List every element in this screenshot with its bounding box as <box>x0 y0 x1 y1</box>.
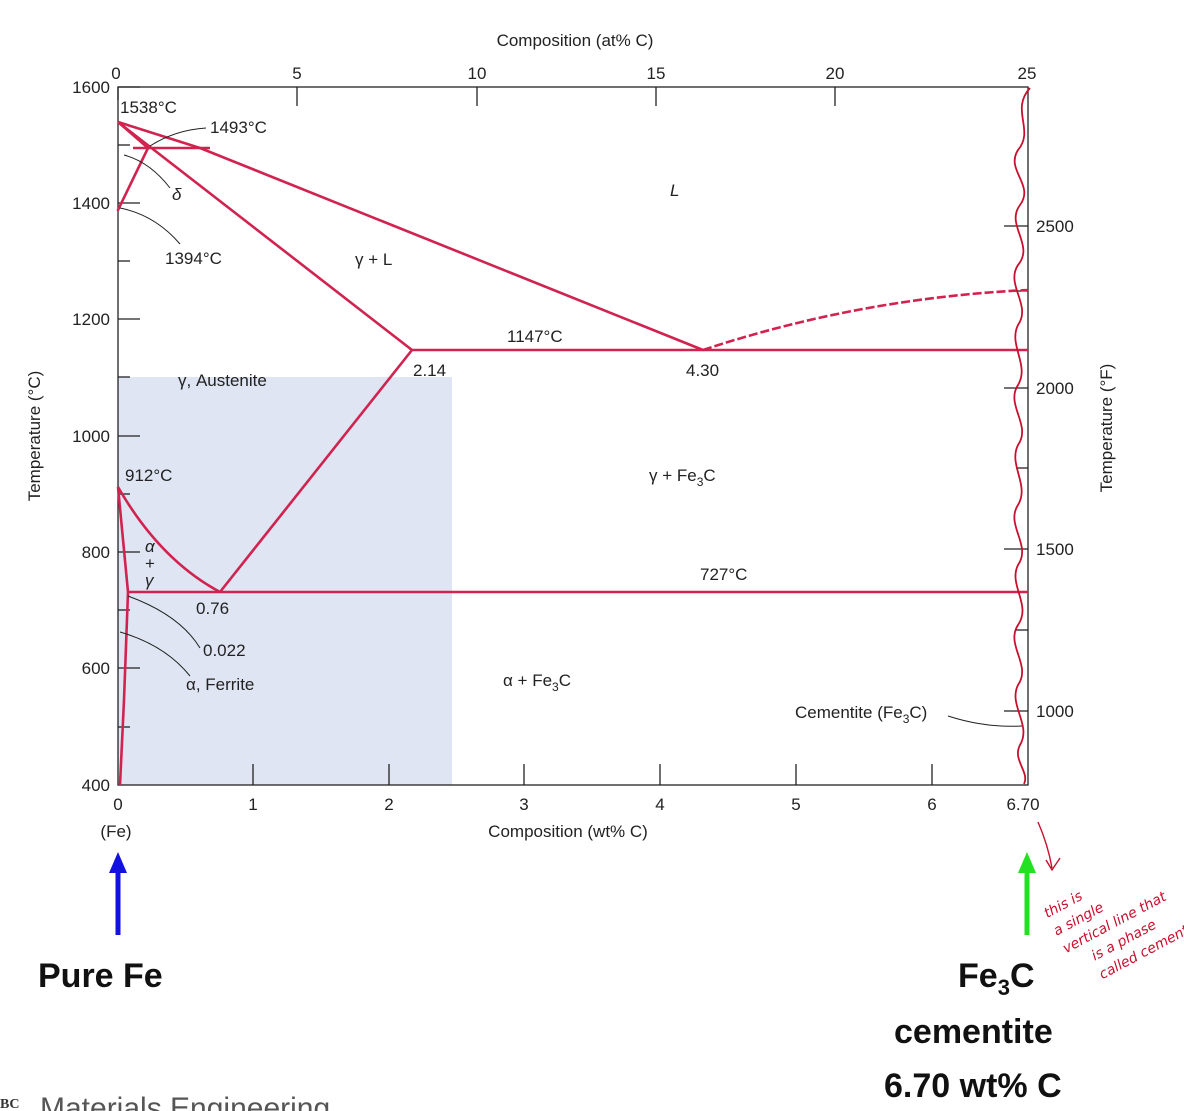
bottom-tick-label: 3 <box>519 795 528 814</box>
label-austenite: γ, Austenite <box>178 371 267 390</box>
bottom-axis-ticks <box>252 764 933 785</box>
top-tick-label: 25 <box>1018 64 1037 83</box>
label-ferrite: α, Ferrite <box>186 675 254 694</box>
ferrite-solvus-line <box>118 591 130 786</box>
arrow-1394 <box>119 207 181 245</box>
right-axis-ticks <box>1004 225 1028 712</box>
footer-logo: BC <box>0 1097 19 1111</box>
cementite-handdrawn-line <box>1013 87 1031 785</box>
cementite-liquidus-line <box>702 288 1029 352</box>
pure-fe-label: Pure Fe <box>38 957 163 995</box>
bottom-tick-label: 1 <box>248 795 257 814</box>
bottom-tick-label: 6.70 <box>1006 795 1039 814</box>
top-axis-title: Composition (at% C) <box>497 31 654 50</box>
label-cementite: Cementite (Fe3C) <box>795 703 927 726</box>
label-1493: 1493°C <box>210 118 267 137</box>
label-delta: δ <box>172 185 182 204</box>
top-tick-label: 10 <box>468 64 487 83</box>
label-912: 912°C <box>125 466 172 485</box>
fe3c-arrow-head <box>1018 852 1036 873</box>
phase-boundaries <box>116 120 1029 786</box>
label-4-30: 4.30 <box>686 361 719 380</box>
liquidus-line <box>117 120 413 352</box>
left-tick-label: 400 <box>82 776 110 795</box>
arrow-cementite <box>947 715 1023 727</box>
label-gamma-fe3c: γ + Fe3C <box>649 466 716 489</box>
arrow-1493 <box>149 127 207 147</box>
left-tick-label: 600 <box>82 659 110 678</box>
left-axis-title: Temperature (°C) <box>25 371 44 502</box>
right-tick-label: 2000 <box>1036 379 1074 398</box>
left-axis-ticks <box>118 86 140 728</box>
handwritten-arrow <box>1037 821 1061 872</box>
cementite-word: cementite <box>894 1013 1053 1051</box>
bottom-tick-label: 5 <box>791 795 800 814</box>
cementite-composition: 6.70 wt% C <box>884 1067 1062 1105</box>
label-alpha-gamma-1: α <box>145 537 156 556</box>
handwritten-note: this is a single vertical line that is a… <box>1041 888 1184 983</box>
pure-fe-arrow-head <box>109 852 127 873</box>
right-axis-title: Temperature (°F) <box>1097 364 1116 493</box>
label-0-022: 0.022 <box>203 641 246 660</box>
bottom-tick-label: 4 <box>655 795 664 814</box>
label-1394: 1394°C <box>165 249 222 268</box>
delta-region-line <box>116 121 150 212</box>
arrow-ferrite <box>119 631 191 677</box>
liquidus-upper-line <box>117 120 704 352</box>
label-liquid: L <box>670 181 679 200</box>
top-tick-label: 15 <box>647 64 666 83</box>
arrow-0-022 <box>127 595 201 649</box>
alpha-gamma-line <box>116 486 130 593</box>
right-tick-label: 2500 <box>1036 217 1074 236</box>
left-tick-label: 1200 <box>72 310 110 329</box>
shaded-region <box>118 377 452 785</box>
arrow-delta <box>123 154 171 189</box>
bottom-tick-label: 2 <box>384 795 393 814</box>
label-2-14: 2.14 <box>413 361 446 380</box>
label-alpha-fe3c: α + Fe3C <box>503 671 571 694</box>
label-alpha-gamma-3: γ <box>145 571 155 590</box>
top-tick-label: 20 <box>826 64 845 83</box>
fe3c-label: Fe3C <box>958 957 1035 1000</box>
label-1538: 1538°C <box>120 98 177 117</box>
left-tick-label: 1600 <box>72 78 110 97</box>
fe-label: (Fe) <box>100 822 131 841</box>
left-tick-label: 800 <box>82 543 110 562</box>
right-tick-label: 1000 <box>1036 702 1074 721</box>
top-tick-label: 5 <box>292 64 301 83</box>
left-tick-label: 1000 <box>72 427 110 446</box>
label-alpha-gamma-2: + <box>145 554 155 573</box>
label-gamma-liquid: γ + L <box>355 250 392 269</box>
top-tick-label: 0 <box>111 64 120 83</box>
label-0-76: 0.76 <box>196 599 229 618</box>
bottom-axis-title: Composition (wt% C) <box>488 822 648 841</box>
bottom-tick-label: 0 <box>113 795 122 814</box>
label-1147: 1147°C <box>507 327 563 346</box>
left-tick-label: 1400 <box>72 194 110 213</box>
top-axis-ticks <box>117 87 836 106</box>
right-tick-label: 1500 <box>1036 540 1074 559</box>
label-727: 727°C <box>700 565 747 584</box>
bottom-tick-label: 6 <box>927 795 936 814</box>
footer-text: Materials Engineering <box>40 1092 330 1111</box>
gamma-alpha-line <box>116 486 221 594</box>
solvus-line <box>218 349 414 593</box>
